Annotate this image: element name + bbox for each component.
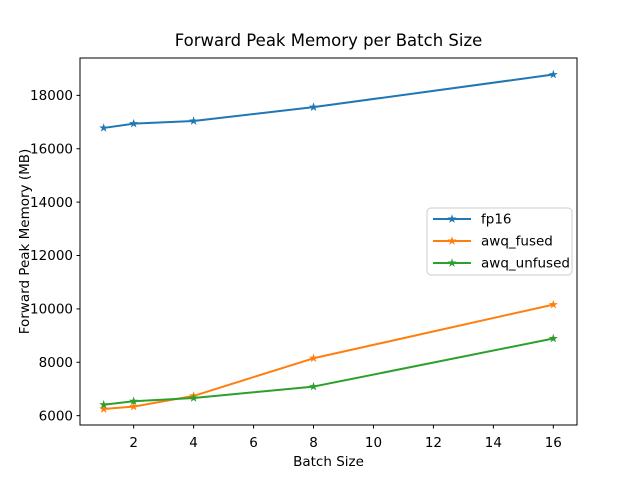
data-point-awq_fused	[129, 401, 139, 411]
data-point-awq_unfused	[548, 333, 558, 343]
x-tick-label: 4	[189, 435, 198, 451]
data-point-fp16	[99, 123, 109, 132]
data-point-awq_fused	[548, 299, 558, 309]
axes-spines	[79, 57, 578, 426]
chart-title: Forward Peak Memory per Batch Size	[175, 31, 483, 50]
plot-area: 2 4 6 8 10 12 14 16 6000 8000 10000 12000 14000 16000…	[30, 57, 578, 451]
y-axis-label: Forward Peak Memory (MB)	[17, 149, 33, 335]
legend-label-awq_unfused: awq_unfused	[481, 256, 570, 272]
series-line-awq_fused	[103, 303, 554, 410]
data-point-awq_fused	[99, 404, 109, 413]
data-point-fp16	[189, 116, 199, 125]
legend-marker-awq_fused	[447, 236, 457, 245]
legend-box	[426, 207, 573, 276]
legend: fp16 awq_fused awq_unfused	[426, 207, 573, 276]
data-point-fp16	[308, 102, 319, 111]
series-line-fp16	[103, 73, 554, 129]
y-tick-label: 14000	[30, 195, 73, 211]
data-point-awq_unfused	[99, 399, 109, 409]
data-point-fp16	[548, 69, 558, 79]
y-tick-label: 6000	[39, 408, 73, 424]
legend-marker-awq_unfused	[447, 258, 457, 267]
x-tick-label: 12	[425, 435, 442, 451]
data-point-awq_fused	[308, 353, 319, 363]
y-tick-label: 16000	[30, 141, 73, 157]
data-point-awq_unfused	[129, 396, 139, 406]
x-tick-label: 16	[545, 435, 562, 451]
series-line-awq_unfused	[103, 337, 554, 406]
x-tick-label: 6	[249, 435, 258, 451]
y-tick-label: 12000	[30, 248, 73, 264]
data-point-awq_unfused	[189, 393, 199, 402]
x-tick-label: 14	[485, 435, 502, 451]
x-axis-label: Batch Size	[293, 454, 364, 470]
y-tick-label: 8000	[39, 355, 73, 371]
y-tick-label: 18000	[30, 88, 73, 104]
legend-marker-fp16	[447, 214, 457, 223]
legend-label-awq_fused: awq_fused	[481, 234, 553, 250]
data-point-awq_unfused	[308, 381, 319, 391]
x-tick-label: 10	[365, 435, 382, 451]
legend-label-fp16: fp16	[481, 212, 512, 228]
x-tick-label: 8	[309, 435, 318, 451]
y-tick-label: 10000	[30, 302, 73, 318]
data-point-fp16	[129, 118, 139, 128]
x-tick-label: 2	[129, 435, 138, 451]
